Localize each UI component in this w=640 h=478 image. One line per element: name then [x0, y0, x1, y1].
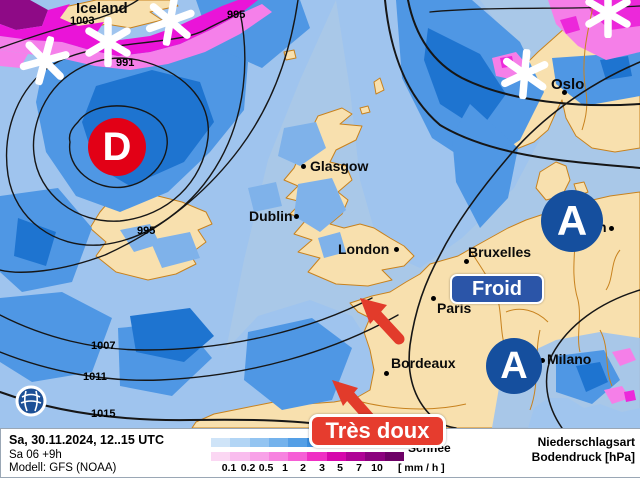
- isobar-label-1003: 1003: [70, 15, 95, 27]
- legend-unit: [ mm / h ]: [398, 462, 445, 474]
- precip-type-label: Niederschlagsart: [537, 435, 635, 449]
- city-label-bordeaux: Bordeaux: [391, 355, 456, 371]
- city-label-glasgow: Glasgow: [310, 158, 369, 174]
- legend-tick: 1: [282, 462, 288, 474]
- precip-medium: [0, 0, 640, 410]
- isobar-label-991: 991: [116, 57, 135, 69]
- cold-annotation: Froid: [450, 274, 544, 304]
- run-info: Sa 06 +9h: [9, 449, 62, 461]
- legend-tick: 0.5: [258, 462, 274, 474]
- legend-tick: 10: [371, 462, 383, 474]
- warm-annotation: Très doux: [309, 414, 446, 448]
- region-label-iceland: Iceland: [76, 0, 128, 17]
- isobars: [0, 0, 640, 428]
- city-dot-dublin: [294, 214, 299, 219]
- city-label-oslo: Oslo: [551, 76, 585, 93]
- city-dot-london: [394, 247, 399, 252]
- city-label-paris: Paris: [437, 300, 472, 316]
- legend-tick: 3: [319, 462, 325, 474]
- high-pressure-symbol: A: [541, 190, 603, 252]
- weather-map: Iceland Oslo Glasgow Dublin London Bruxe…: [0, 0, 640, 428]
- city-dot-bordeaux: [384, 371, 389, 376]
- low-pressure-symbol: D: [88, 118, 146, 176]
- isobar-label-1011: 1011: [83, 371, 107, 383]
- legend-tick: 0.2: [240, 462, 256, 474]
- city-label-london: London: [338, 241, 390, 257]
- city-dot-paris: [431, 296, 436, 301]
- city-dot-oslo: [562, 90, 567, 95]
- legend-tick: 0.1: [221, 462, 237, 474]
- valid-time: Sa, 30.11.2024, 12..15 UTC: [9, 433, 164, 447]
- city-label-bruxelles: Bruxelles: [468, 244, 532, 260]
- model-info: Modell: GFS (NOAA): [9, 462, 117, 474]
- isobar-label-995a: 995: [227, 9, 246, 21]
- city-label-dublin: Dublin: [249, 208, 293, 224]
- city-label-milano: Milano: [547, 351, 592, 367]
- pressure-label: Bodendruck [hPa]: [531, 450, 635, 464]
- city-dot-bruxelles: [464, 259, 469, 264]
- isobar-label-995b: 995: [137, 225, 156, 237]
- legend-tick: 2: [300, 462, 306, 474]
- isobar-label-1007: 1007: [91, 340, 116, 352]
- city-dot-glasgow: [301, 164, 306, 169]
- high-pressure-symbol: A: [486, 338, 542, 394]
- city-dot-partial: [609, 226, 614, 231]
- warm-flow-arrows: [332, 298, 405, 428]
- warm-flow-arrow: [360, 298, 405, 345]
- legend-tick: 7: [356, 462, 362, 474]
- isobar-label-1015: 1015: [91, 408, 116, 420]
- legend-tick: 5: [337, 462, 343, 474]
- city-dot-milano: [540, 358, 545, 363]
- snow-legend-bar: [211, 452, 404, 461]
